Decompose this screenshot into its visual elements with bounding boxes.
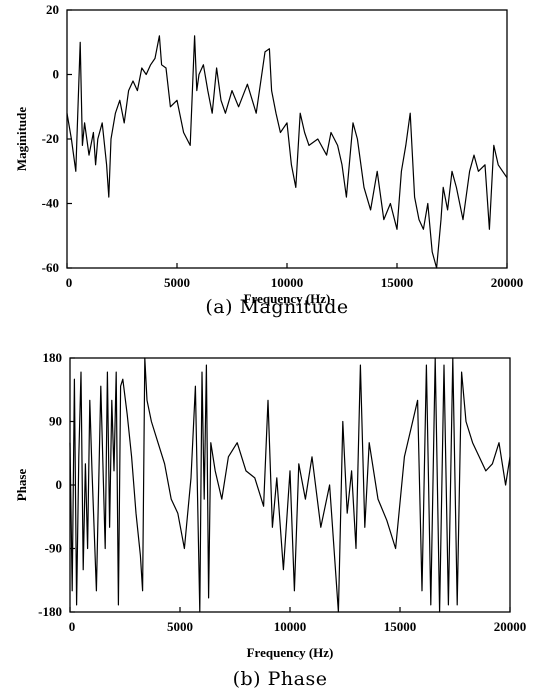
y-tick-label: -90: [45, 541, 62, 556]
x-tick-label: 0: [69, 619, 76, 634]
y-axis-title: Maginitude: [14, 107, 29, 172]
plot-frame: [66, 9, 508, 269]
x-tick-label: 5000: [167, 619, 193, 634]
y-tick-label: 20: [46, 2, 59, 17]
series-line-0: [69, 357, 511, 613]
x-axis-title: Frequency (Hz): [247, 645, 334, 660]
y-tick-label: 0: [53, 67, 60, 82]
x-tick-label: 20000: [494, 619, 527, 634]
y-axis-title: Phase: [14, 469, 29, 502]
panel-caption: (a) Magnitude: [205, 296, 348, 318]
x-tick-label: 15000: [384, 619, 417, 634]
y-tick-label: -20: [42, 131, 59, 146]
x-tick-label: 20000: [491, 275, 524, 290]
y-tick-label: -180: [38, 604, 62, 619]
x-tick-label: 10000: [271, 275, 304, 290]
x-axis-title: Frequency (Hz): [244, 291, 331, 306]
x-tick-label: 0: [66, 275, 73, 290]
phase-panel: 180 90 0 -90 -180 0 5000 10000 15000 20000 Frequen…: [14, 350, 526, 690]
y-tick-label: 180: [43, 350, 63, 365]
x-tick-label: 10000: [274, 619, 307, 634]
magnitude-panel: 20 0 -20 -40 -60 0 5000 10000 15000 20000 Frequenc…: [14, 2, 523, 318]
series-line-0: [66, 35, 508, 269]
y-tick-label: -40: [42, 196, 59, 211]
y-tick-label: -60: [42, 260, 59, 275]
y-tick-label: 0: [56, 477, 63, 492]
panel-caption: (b) Phase: [233, 668, 328, 690]
x-tick-label: 15000: [381, 275, 414, 290]
y-tick-label: 90: [49, 414, 62, 429]
x-tick-label: 5000: [164, 275, 190, 290]
